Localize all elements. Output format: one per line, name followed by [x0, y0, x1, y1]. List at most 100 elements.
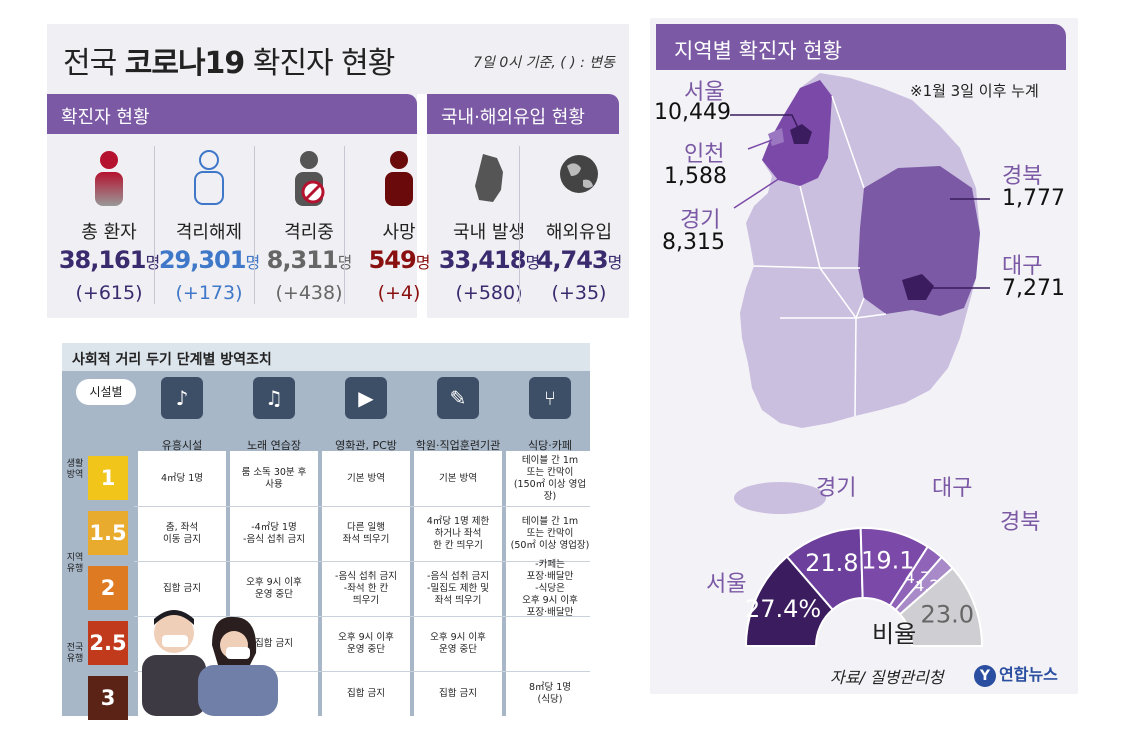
table-cell: -4㎡당 1명 -음식 섭취 금지	[243, 521, 305, 545]
level-badge: 2.5	[88, 621, 128, 665]
microphone-icon: ♫	[253, 377, 295, 419]
row-divider	[134, 561, 590, 562]
level-badge: 1	[88, 456, 128, 500]
stat-divider	[254, 146, 255, 304]
pie-value-label-2: 19.1	[861, 546, 914, 574]
table-cell: 오후 9시 이후 운영 중단	[338, 631, 394, 655]
incheon-region	[768, 128, 784, 146]
gyeonggi-label: 경기	[680, 208, 721, 233]
table-cell: 오후 9시 이후 운영 중단	[430, 631, 486, 655]
facility-header: ⑂ 식당·카페	[506, 377, 594, 453]
seoul-region	[790, 124, 812, 144]
stat-0: 총 환자 38,161명 (+615)	[59, 134, 160, 314]
table-cell: 테이블 간 1m 또는 칸막이 (150㎡ 이상 영업장)	[513, 454, 587, 502]
row-divider	[134, 671, 590, 672]
pie-value-label-1: 21.8	[805, 549, 858, 577]
level-group-label: 전국 유행	[66, 643, 84, 664]
level-group-label: 생활 방역	[66, 459, 84, 480]
table-cell: 테이블 간 1m 또는 칸막이 (50㎡ 이상 영업장)	[510, 515, 590, 551]
seoul-value: 10,449	[654, 100, 731, 125]
regional-title: 지역별 확진자 현황	[656, 24, 1066, 70]
death-icon	[379, 150, 419, 210]
stat-change: (+4)	[377, 282, 421, 304]
table-cell: 기본 방역	[439, 472, 477, 484]
level-badge: 2	[88, 566, 128, 610]
seoul-label: 서울	[684, 80, 725, 105]
daegu-region	[902, 274, 934, 300]
stat-1: 격리해제 29,301명 (+173)	[159, 134, 260, 314]
facility-label: 영화관, PC방	[335, 439, 397, 452]
gyeonggi-value: 8,315	[662, 230, 725, 255]
stat-change: (+615)	[75, 282, 143, 304]
table-cell: -카페는 포장·배달만 -식당은 오후 9시 이후 포장·배달만	[522, 558, 578, 618]
row-divider	[134, 616, 590, 617]
stat-change: (+580)	[455, 282, 523, 304]
stat-3: 사망 549명 (+4)	[349, 134, 449, 314]
stat-label: 사망	[382, 222, 416, 243]
table-cell: -음식 섭취 금지 -밀집도 제한 및 좌석 띄우기	[427, 570, 489, 606]
quarantine-icon	[289, 150, 329, 210]
facility-header: ♪ 유흥시설	[138, 377, 226, 453]
globe-icon	[557, 150, 601, 210]
table-cell: 오후 9시 이후 운영 중단	[246, 576, 302, 600]
distancing-title: 사회적 거리 두기 단계별 방역조치	[62, 343, 590, 371]
regional-panel: 지역별 확진자 현황 ※1월 3일 이후 누계 27.4% 21.8 19.1 4.7…	[650, 18, 1078, 694]
dancing-icon: ♪	[161, 377, 203, 419]
ratio-pie-chart: 27.4%21.8 19.14.74.223.0	[745, 527, 984, 647]
stat-value: 549명	[368, 246, 431, 274]
teacher-icon: ✎	[437, 377, 479, 419]
gyeongbuk-region	[858, 166, 980, 316]
table-cell: 집합 금지	[163, 582, 201, 594]
seoul-leader	[730, 114, 801, 133]
table-cell: 집합 금지	[255, 637, 293, 649]
stat-5: 해외유입 4,743명 (+35)	[529, 134, 629, 314]
level-group-label: 지역 유행	[66, 553, 84, 574]
level-badge: 3	[88, 676, 128, 720]
stat-value: 38,161명	[58, 246, 160, 274]
national-note: 7일 0시 기준, ( ) : 변동	[473, 55, 615, 71]
daegu-label: 대구	[1002, 254, 1043, 279]
national-status-panel: 전국 코로나19 확진자 현황 7일 0시 기준, ( ) : 변동 확진자 현…	[47, 24, 629, 318]
person-icon	[89, 150, 129, 210]
facility-label: 학원·직업훈련기관	[415, 439, 501, 452]
stat-change: (+35)	[551, 282, 607, 304]
facility-header: ✎ 학원·직업훈련기관	[414, 377, 502, 453]
facility-pill: 시설별	[76, 379, 136, 405]
korea-map-icon	[469, 150, 509, 210]
pie-daegu-label: 대구	[932, 476, 973, 501]
pie-seoul-label: 서울	[706, 572, 747, 597]
pie-value-label-5: 23.0	[921, 601, 974, 629]
level-badge: 1.5	[88, 511, 128, 555]
stat-divider	[154, 146, 155, 304]
pie-slice-5	[898, 566, 984, 647]
distancing-panel: 사회적 거리 두기 단계별 방역조치 시설별 ♪ 유흥시설 ♫ 노래 연습장 ▶ 영화관,…	[62, 343, 594, 720]
stat-label: 총 환자	[81, 222, 137, 243]
pie-value-label-0: 27.4%	[745, 595, 821, 623]
stat-label: 국내 발생	[453, 222, 525, 243]
stat-4: 국내 발생 33,418명 (+580)	[439, 134, 540, 314]
stat-change: (+438)	[275, 282, 343, 304]
movie-camera-icon: ▶	[345, 377, 387, 419]
stat-change: (+173)	[175, 282, 243, 304]
table-cell: 4㎡당 1명	[160, 472, 204, 484]
yonhap-icon: Y	[974, 665, 996, 687]
facility-header: ▶ 영화관, PC방	[322, 377, 410, 453]
stat-value: 33,418명	[438, 246, 540, 274]
table-cell: -음식 섭취 금지 -좌석 한 칸 띄우기	[335, 570, 397, 606]
confirmed-band: 확진자 현황	[47, 94, 417, 134]
korea-map: 27.4%21.8 19.14.74.223.0	[730, 73, 990, 647]
incheon-leader	[747, 139, 773, 150]
facility-label: 유흥시설	[161, 439, 203, 452]
gyeongbuk-label: 경북	[1002, 164, 1043, 189]
table-cell: 집합 금지	[439, 687, 477, 699]
table-cell: 4㎡당 1명 제한 하거나 좌석 한 칸 띄우기	[426, 515, 490, 551]
table-cell: 다른 일행 좌석 띄우기	[342, 521, 390, 545]
pie-gyeongbuk-label: 경북	[1000, 510, 1041, 535]
incheon-value: 1,588	[664, 164, 727, 189]
person-outline-icon	[189, 150, 229, 210]
national-title: 전국 코로나19 확진자 현황	[63, 46, 395, 81]
table-cell: 집합 금지	[347, 687, 385, 699]
daegu-value: 7,271	[1002, 276, 1065, 301]
gyeonggi-leader	[733, 177, 781, 209]
